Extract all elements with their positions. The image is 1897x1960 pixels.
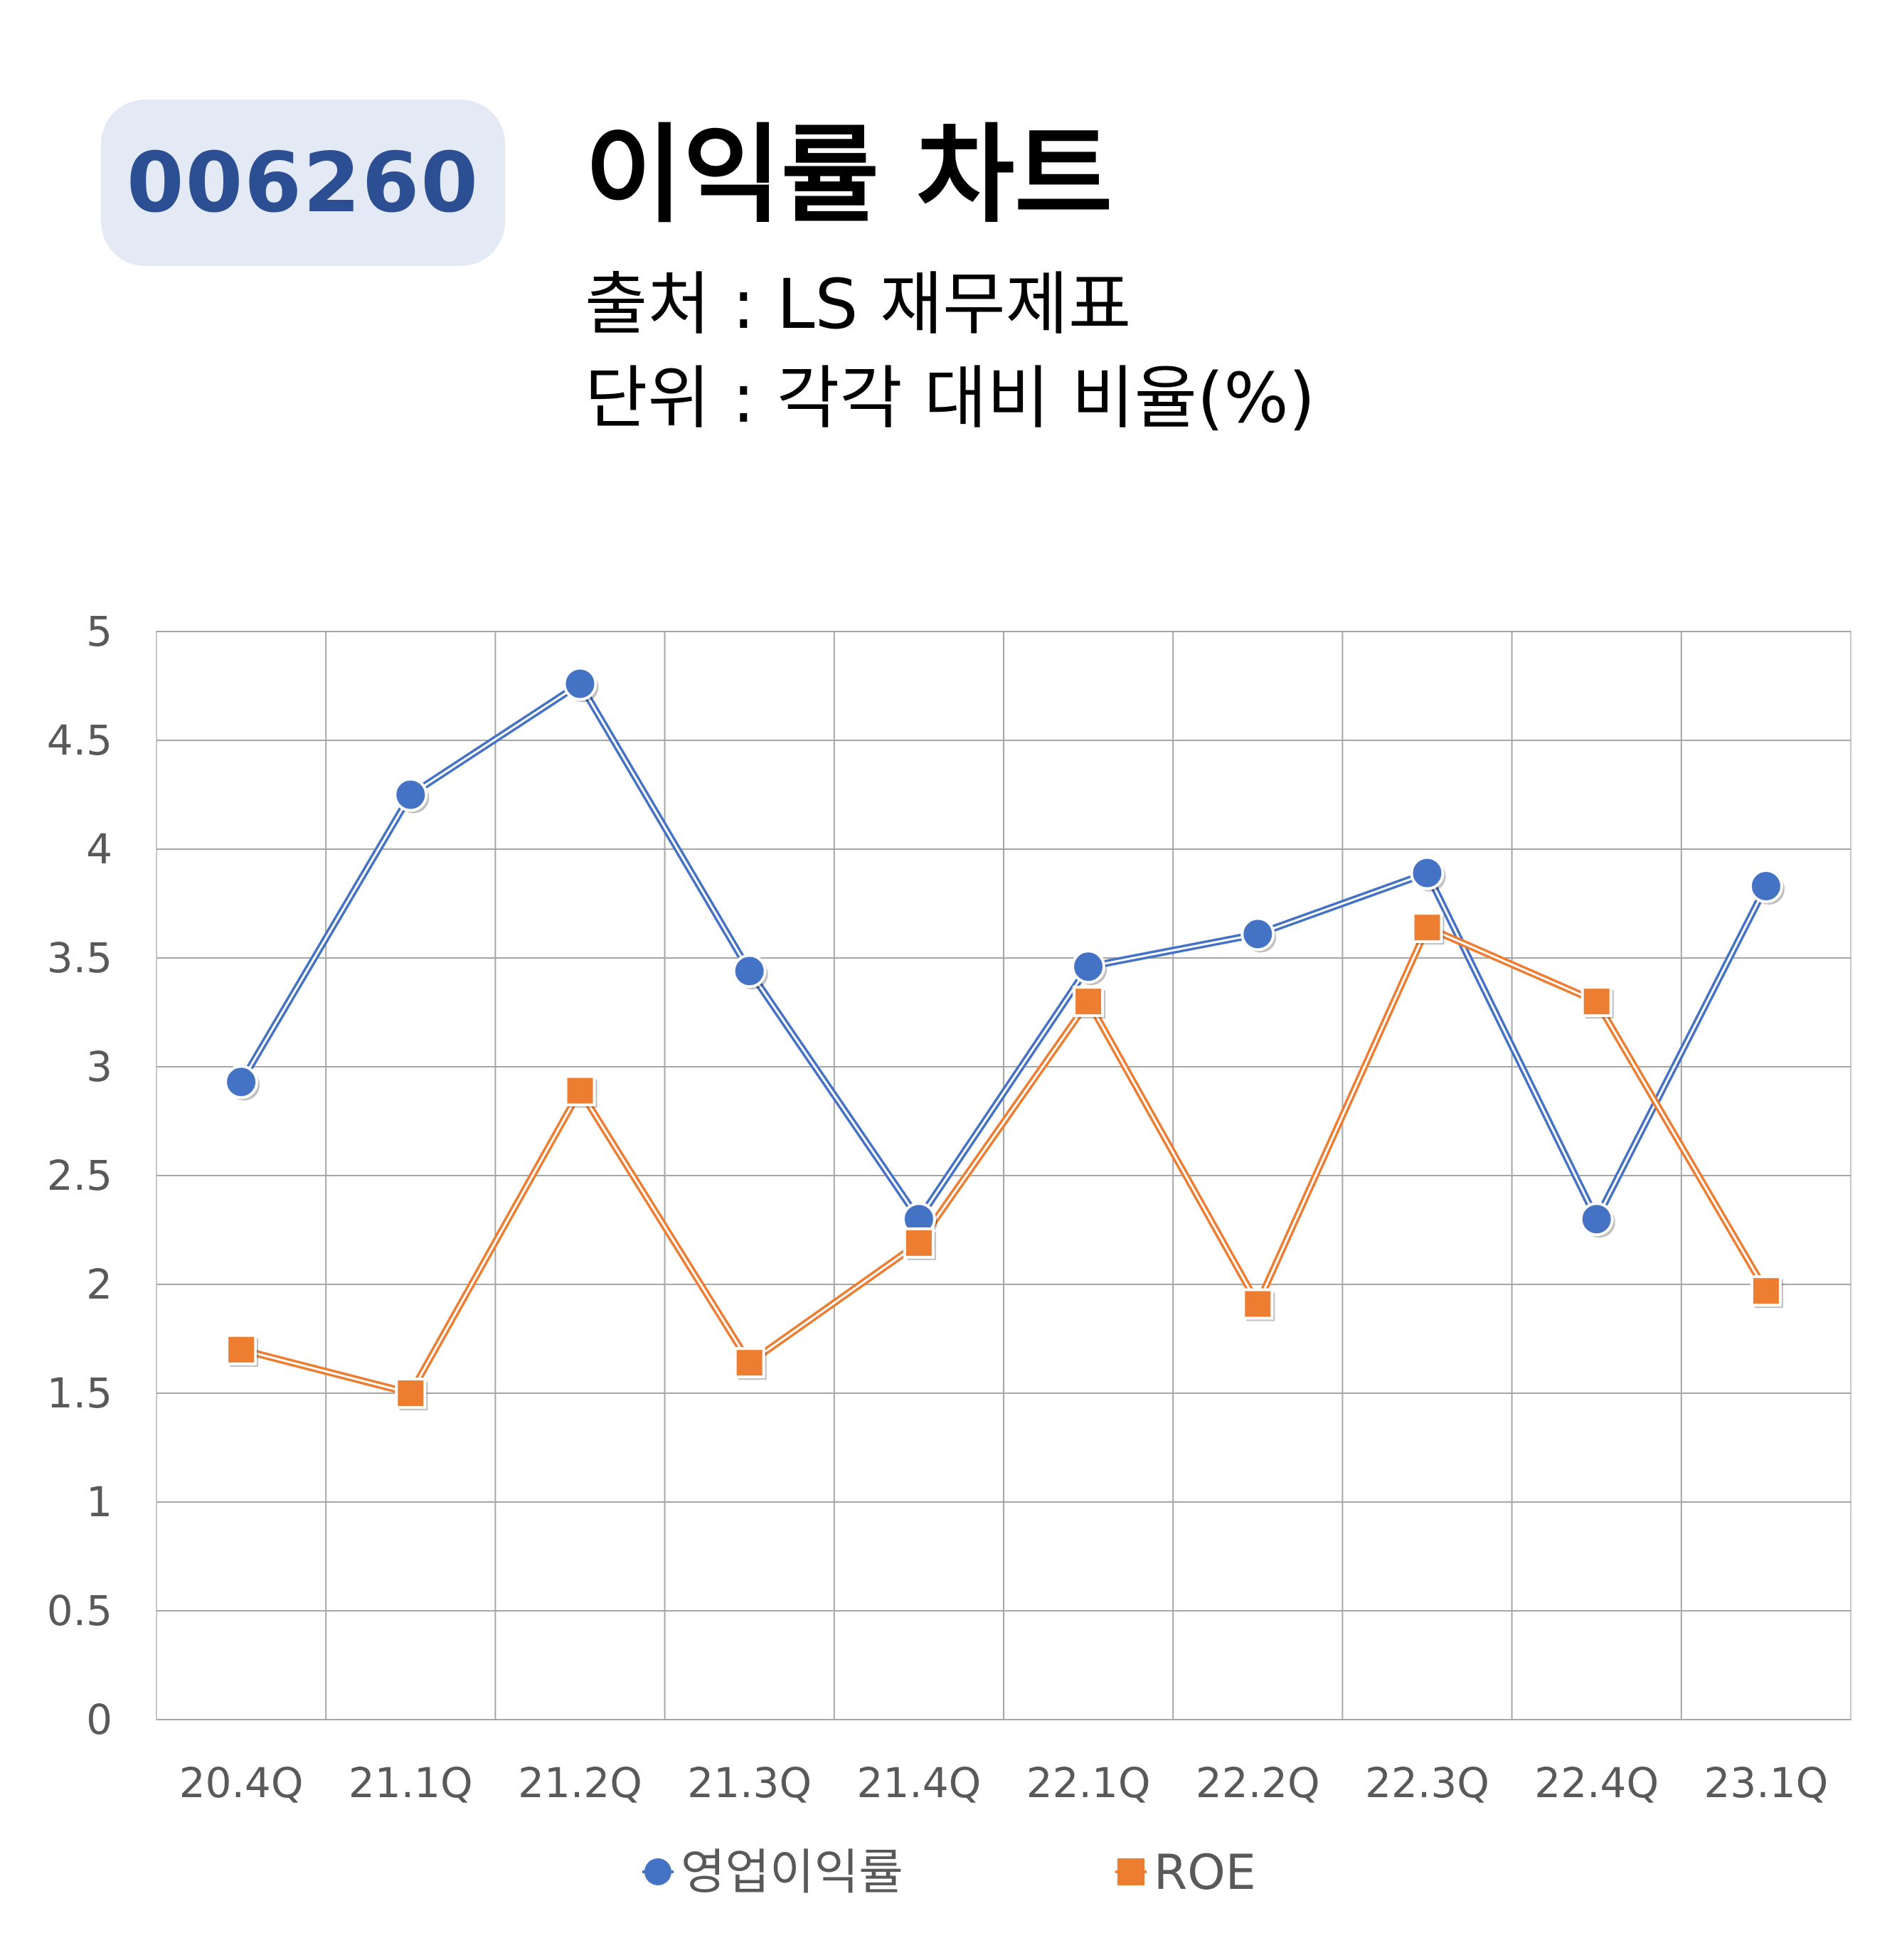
data-point-operating-margin <box>1410 856 1445 890</box>
data-point-operating-margin <box>1579 1202 1614 1237</box>
data-point-roe <box>1242 1288 1274 1320</box>
y-tick-label: 0.5 <box>47 1587 112 1635</box>
legend-marker-square <box>1117 1858 1144 1885</box>
data-point-operating-margin <box>224 1065 259 1099</box>
y-tick-label: 3.5 <box>47 934 112 982</box>
ticker-badge: 006260 <box>101 100 505 266</box>
data-point-roe <box>1073 986 1105 1018</box>
series-lines <box>238 680 1770 1397</box>
y-tick-label: 2 <box>86 1260 112 1309</box>
series-line-inner-1 <box>240 682 1768 1220</box>
data-point-operating-margin <box>1748 869 1783 904</box>
x-tick-label: 22.1Q <box>1026 1759 1151 1807</box>
y-tick-label: 3 <box>86 1043 112 1091</box>
x-tick-label: 21.4Q <box>857 1759 982 1807</box>
data-point-roe <box>1580 986 1612 1018</box>
data-point-roe <box>733 1347 765 1379</box>
data-point-roe <box>1750 1275 1782 1307</box>
data-point-roe <box>225 1333 257 1365</box>
data-point-operating-margin <box>393 777 428 812</box>
x-tick-label: 21.1Q <box>349 1759 473 1807</box>
data-point-operating-margin <box>563 666 597 701</box>
x-tick-label: 22.4Q <box>1534 1759 1659 1807</box>
x-tick-label: 20.4Q <box>179 1759 304 1807</box>
x-tick-label: 21.3Q <box>687 1759 812 1807</box>
y-tick-label: 4.5 <box>47 716 112 765</box>
data-point-operating-margin <box>1240 917 1275 952</box>
x-tick-label: 22.2Q <box>1196 1759 1320 1807</box>
data-point-roe <box>903 1227 935 1259</box>
series-markers <box>224 666 1785 1410</box>
y-tick-label: 0 <box>86 1695 112 1744</box>
legend-label: ROE <box>1154 1845 1256 1901</box>
legend-marker-circle <box>644 1858 671 1885</box>
x-tick-label: 23.1Q <box>1704 1759 1829 1807</box>
chart-grid <box>156 631 1851 1720</box>
y-tick-label: 4 <box>86 825 112 873</box>
legend-label: 영업이익률 <box>681 1845 903 1901</box>
x-axis-ticks: 20.4Q 21.1Q 21.2Q 21.3Q 21.4Q 22.1Q 22.2Q 22.3Q… <box>179 1759 1829 1807</box>
ticker-code: 006260 <box>126 134 480 231</box>
data-point-roe <box>395 1378 427 1409</box>
y-tick-label: 1.5 <box>47 1369 112 1417</box>
data-point-roe <box>1411 912 1443 944</box>
data-point-roe <box>564 1075 596 1107</box>
chart-legend: 영업이익률 ROE <box>642 1845 1256 1901</box>
x-tick-label: 22.3Q <box>1365 1759 1489 1807</box>
y-tick-label: 2.5 <box>47 1151 112 1200</box>
x-tick-label: 21.2Q <box>518 1759 642 1807</box>
data-point-operating-margin <box>732 954 767 989</box>
y-tick-label: 1 <box>86 1478 112 1526</box>
data-point-operating-margin <box>1071 949 1106 984</box>
y-axis-ticks: 0 0.5 1 1.5 2 2.5 3 3.5 4 4.5 5 <box>47 607 112 1744</box>
y-tick-label: 5 <box>86 607 112 656</box>
series-line-inner-2 <box>240 926 1768 1395</box>
unit-note: 단위 : 각각 대비 비율(%) <box>585 358 1316 438</box>
page-title: 이익률 차트 <box>585 114 1113 238</box>
source-note: 출처 : LS 재무제표 <box>585 265 1132 344</box>
